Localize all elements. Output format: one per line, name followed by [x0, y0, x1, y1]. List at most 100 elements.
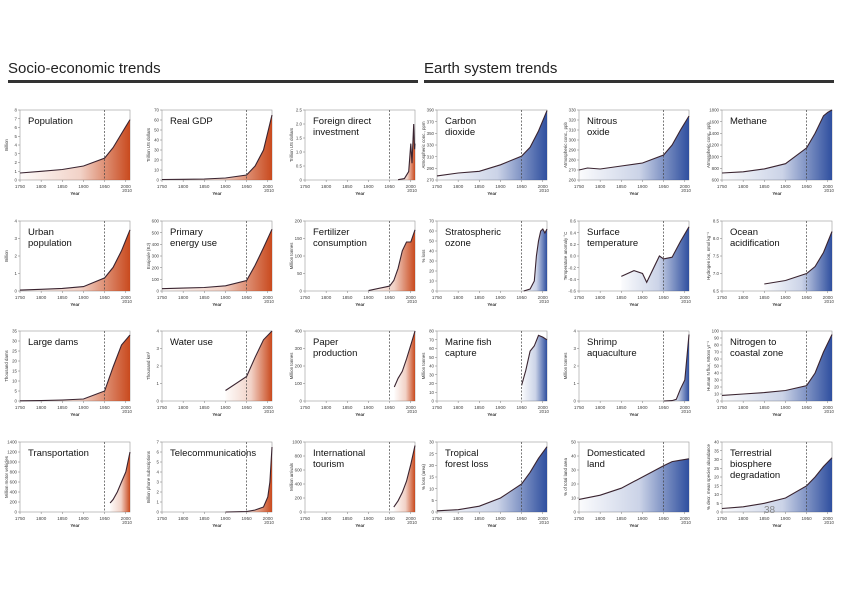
x-tick-label: 1800 [178, 516, 189, 521]
x-tick-label: 1800 [595, 516, 606, 521]
x-tick-label: 1800 [321, 295, 332, 300]
y-tick-label: 100 [295, 381, 303, 386]
x-end-label: 2010 [407, 188, 417, 193]
y-tick-label: 0 [432, 510, 435, 515]
panel-title: Water use [170, 337, 213, 348]
x-tick-label: 1850 [616, 184, 627, 189]
x-tick-label: 1950 [99, 516, 110, 521]
x-axis-label: Year [487, 302, 497, 307]
y-tick-label: 200 [10, 500, 18, 505]
y-tick-label: 1400 [7, 440, 17, 445]
y-axis-label: Temperature anomaly °C [563, 232, 568, 281]
y-axis-label: Thousand km³ [146, 351, 151, 380]
x-tick-label: 2000 [121, 184, 132, 189]
x-tick-label: 1750 [157, 184, 168, 189]
x-tick-label: 1900 [363, 516, 374, 521]
x-tick-label: 2000 [823, 184, 834, 189]
y-tick-label: 10 [429, 390, 434, 395]
y-axis-label: Million tonnes [563, 352, 568, 380]
panel-title: Domesticated [587, 448, 645, 459]
x-tick-label: 2000 [823, 516, 834, 521]
panel-title: Marine fish [445, 337, 491, 348]
y-tick-label: 8.5 [713, 219, 720, 224]
y-tick-label: 2 [157, 490, 160, 495]
x-tick-label: 2000 [263, 405, 274, 410]
panel-title: dioxide [445, 127, 475, 138]
y-tick-label: 3 [157, 346, 160, 351]
x-tick-label: 1950 [801, 516, 812, 521]
x-end-label: 2010 [824, 520, 834, 525]
y-axis-label: Human N flux, Mtons yr⁻¹ [706, 341, 711, 391]
plot-frame [304, 441, 416, 513]
y-tick-label: 1600 [709, 119, 719, 124]
y-axis-label: % of total land area [563, 458, 568, 496]
y-tick-label: 40 [714, 371, 719, 376]
x-tick-label: 1900 [78, 295, 89, 300]
y-tick-label: 0.0 [570, 254, 577, 259]
x-tick-label: 1850 [57, 184, 68, 189]
x-tick-label: 1850 [759, 184, 770, 189]
y-tick-label: 300 [295, 346, 303, 351]
x-tick-label: 2000 [263, 516, 274, 521]
series-area [764, 231, 832, 291]
x-tick-label: 1750 [157, 516, 168, 521]
x-tick-label: 1800 [453, 184, 464, 189]
x-end-label: 2010 [539, 299, 549, 304]
x-tick-label: 1800 [178, 405, 189, 410]
y-tick-label: 330 [569, 108, 577, 113]
x-tick-label: 1900 [637, 516, 648, 521]
series-line [578, 458, 690, 500]
y-tick-label: 2.5 [296, 108, 303, 113]
x-tick-label: 1750 [717, 516, 728, 521]
y-tick-label: 8.0 [713, 236, 720, 241]
panel-title: ozone [445, 238, 471, 249]
y-tick-label: 1200 [709, 143, 719, 148]
y-tick-label: 90 [714, 336, 719, 341]
x-tick-label: 1750 [157, 295, 168, 300]
x-tick-label: 1850 [759, 405, 770, 410]
series-line [398, 123, 416, 181]
x-tick-label: 1950 [658, 184, 669, 189]
x-tick-label: 1900 [220, 295, 231, 300]
series-area [20, 229, 130, 291]
x-axis-label: Year [70, 191, 80, 196]
x-end-label: 2010 [681, 409, 691, 414]
y-tick-label: 30 [429, 440, 434, 445]
series-area [20, 119, 130, 180]
x-tick-label: 1850 [342, 295, 353, 300]
x-end-label: 2010 [824, 409, 834, 414]
series-area [579, 458, 689, 512]
x-tick-label: 1850 [199, 295, 210, 300]
y-tick-label: 1.5 [296, 136, 303, 141]
y-tick-label: 40 [571, 454, 576, 459]
y-tick-label: 600 [10, 480, 18, 485]
y-tick-label: 330 [427, 143, 435, 148]
x-tick-label: 1850 [474, 295, 485, 300]
series-line [393, 330, 416, 388]
y-tick-label: 150 [295, 236, 303, 241]
x-axis-label: Year [772, 523, 782, 528]
y-tick-label: 6.5 [713, 289, 720, 294]
y-tick-label: 1000 [292, 440, 302, 445]
y-tick-label: 800 [10, 470, 18, 475]
x-tick-label: 1950 [384, 184, 395, 189]
series-area [722, 110, 832, 180]
x-tick-label: 1900 [495, 184, 506, 189]
x-tick-label: 1850 [759, 516, 770, 521]
x-end-label: 2010 [539, 188, 549, 193]
y-tick-label: 70 [154, 108, 159, 113]
y-tick-label: 30 [154, 148, 159, 153]
x-tick-label: 2000 [538, 295, 549, 300]
x-axis-label: Year [772, 412, 782, 417]
y-axis-label: Billion [4, 250, 9, 262]
y-tick-label: 40 [154, 138, 159, 143]
y-tick-label: 40 [429, 249, 434, 254]
x-tick-label: 1950 [658, 295, 669, 300]
x-tick-label: 2000 [680, 405, 691, 410]
